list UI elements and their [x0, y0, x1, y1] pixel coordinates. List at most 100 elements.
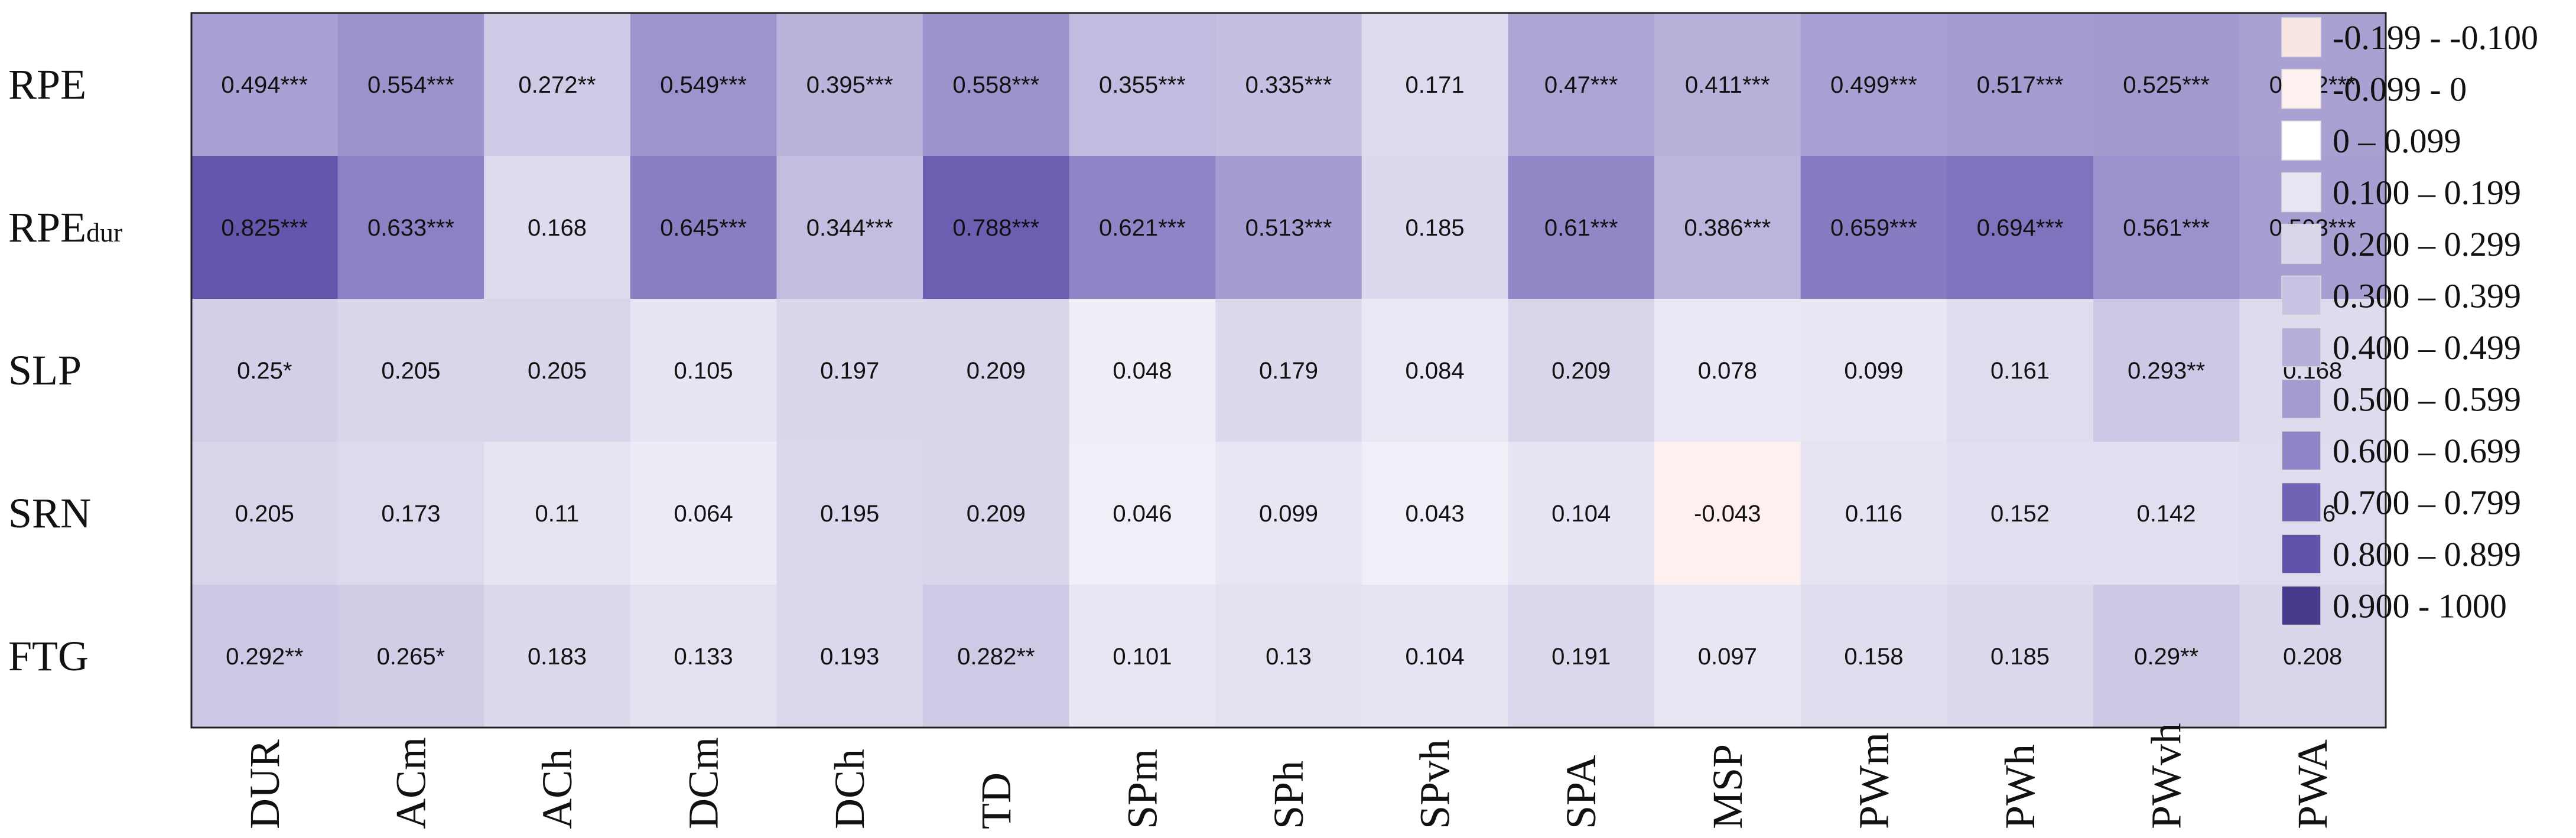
- cell-value-label: 0.621***: [1099, 215, 1186, 241]
- cell-value-label: 0.11: [535, 501, 580, 527]
- heatmap-cell: [1654, 585, 1801, 728]
- cell-value-label: 0.205: [235, 501, 294, 527]
- cell-value-label: 0.209: [1552, 358, 1611, 384]
- cell-value-label: 0.292**: [226, 644, 303, 670]
- cell-value-label: 0.825***: [221, 215, 308, 241]
- cell-value-label: 0.191: [1552, 644, 1611, 670]
- cell-value-label: 0.209: [967, 501, 1026, 527]
- heatmap-cell: [2093, 442, 2240, 585]
- cell-value-label: 0.525***: [2123, 72, 2210, 98]
- cell-value-label: 0.272**: [518, 72, 596, 98]
- cell-value-label: 0.633***: [367, 215, 454, 241]
- heatmap-cell: [1069, 442, 1216, 585]
- cell-value-label: 0.61***: [1544, 215, 1618, 241]
- column-label: TD: [972, 772, 1020, 829]
- cell-value-label: 0.395***: [806, 72, 893, 98]
- cell-value-label: 0.116: [1845, 501, 1902, 527]
- heatmap-cell: [1654, 442, 1801, 585]
- heatmap-cell: [1215, 299, 1362, 442]
- cell-value-label: 0.335***: [1245, 72, 1332, 98]
- heatmap-cell: [2093, 299, 2240, 442]
- column-label: DCh: [826, 749, 873, 829]
- heatmap-cell: [630, 442, 777, 585]
- column-label: PWm: [1850, 732, 1897, 829]
- cell-value-label: 0.185: [1406, 215, 1465, 241]
- row-label: SRN: [8, 490, 91, 537]
- column-label: SPA: [1557, 755, 1605, 829]
- cell-value-label: 0.554***: [367, 72, 454, 98]
- column-label: DUR: [241, 739, 288, 829]
- heatmap-cell: [776, 13, 923, 156]
- cell-value-label: 0.043: [1406, 501, 1465, 527]
- heatmap-cell: [484, 585, 631, 728]
- column-label: ACh: [534, 749, 581, 829]
- heatmap-cell: [1654, 299, 1801, 442]
- heatmap-cell: [1508, 442, 1655, 585]
- column-label: PWA: [2289, 739, 2336, 829]
- heatmap-cell: [923, 299, 1070, 442]
- legend-label: -0.099 - 0: [2333, 70, 2467, 109]
- legend-swatch: [2281, 120, 2321, 161]
- heatmap-cell: [191, 299, 339, 442]
- column-label: DCm: [680, 737, 727, 829]
- heatmap-cell: [1654, 156, 1801, 299]
- heatmap-cell: [1947, 13, 2094, 156]
- row-label: FTG: [8, 632, 89, 680]
- heatmap-cell: [191, 442, 339, 585]
- cell-value-label: 0.097: [1698, 644, 1757, 670]
- cell-value-label: 0.099: [1259, 501, 1318, 527]
- cell-value-label: 0.293**: [2128, 358, 2205, 384]
- heatmap-cell: [923, 585, 1070, 728]
- cell-value-label: 0.659***: [1830, 215, 1917, 241]
- cell-value-label: 0.355***: [1099, 72, 1186, 98]
- legend-label: 0.400 – 0.499: [2333, 328, 2521, 367]
- heatmap-cell: [1069, 13, 1216, 156]
- row-label: RPE: [8, 61, 86, 108]
- column-label: MSP: [1704, 744, 1751, 829]
- heatmap-cell: [191, 13, 339, 156]
- legend-swatch: [2281, 224, 2321, 264]
- heatmap-cell: [1215, 585, 1362, 728]
- cell-value-label: 0.25*: [237, 358, 292, 384]
- heatmap-cell: [776, 299, 923, 442]
- cell-value-label: 0.13: [1266, 644, 1312, 670]
- legend-swatch: [2281, 379, 2321, 419]
- heatmap-cell: [1947, 299, 2094, 442]
- cell-value-label: 0.47***: [1544, 72, 1618, 98]
- cell-value-label: 0.549***: [660, 72, 747, 98]
- heatmap-cell: [923, 156, 1070, 299]
- legend-swatch: [2281, 275, 2321, 316]
- cell-value-label: 0.411***: [1685, 72, 1770, 98]
- cell-value-label: 0.078: [1698, 358, 1757, 384]
- cell-value-label: 0.561***: [2123, 215, 2210, 241]
- column-label: SPm: [1118, 749, 1166, 829]
- heatmap-cell: [923, 13, 1070, 156]
- cell-value-label: 0.645***: [660, 215, 747, 241]
- heatmap-cell: [484, 299, 631, 442]
- cell-value-label: 0.265*: [377, 644, 445, 670]
- cell-value-label: 0.105: [674, 358, 733, 384]
- heatmap-cell: [1947, 156, 2094, 299]
- legend-label: -0.199 - -0.100: [2333, 18, 2538, 57]
- cell-value-label: 0.104: [1406, 644, 1465, 670]
- heatmap-cell: [337, 13, 484, 156]
- cell-value-label: 0.558***: [952, 72, 1039, 98]
- heatmap-cell: [191, 156, 339, 299]
- cell-value-label: 0.185: [1990, 644, 2050, 670]
- heatmap-cell: [1800, 299, 1947, 442]
- cell-value-label: 0.195: [820, 501, 879, 527]
- column-label: PWvh: [2143, 723, 2190, 829]
- cell-value-label: 0.386***: [1684, 215, 1771, 241]
- heatmap-cell: [776, 442, 923, 585]
- heatmap-cell: [630, 585, 777, 728]
- heatmap-cell: [630, 13, 777, 156]
- legend-swatch: [2281, 431, 2321, 471]
- cell-value-label: 0.142: [2137, 501, 2196, 527]
- row-label: SLP: [8, 347, 82, 394]
- legend-label: 0.700 – 0.799: [2333, 484, 2521, 522]
- heatmap-cell: [1069, 156, 1216, 299]
- heatmap-cell: [337, 156, 484, 299]
- cell-value-label: 0.205: [381, 358, 440, 384]
- cell-value-label: -0.043: [1694, 501, 1761, 527]
- heatmap-cell: [337, 585, 484, 728]
